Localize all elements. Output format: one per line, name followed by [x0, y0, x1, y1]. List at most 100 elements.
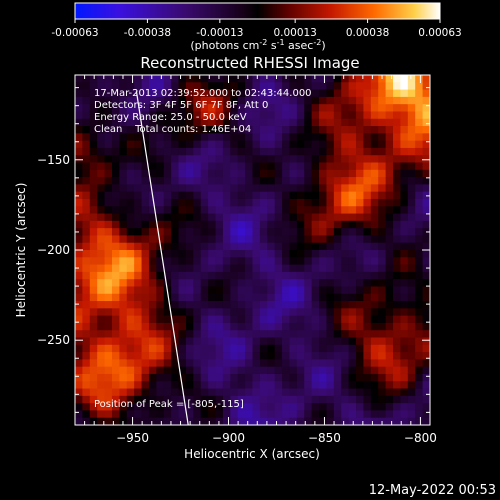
heatmap-cell: [378, 104, 387, 113]
heatmap-cell: [296, 264, 305, 273]
heatmap-cell: [252, 293, 261, 302]
heatmap-cell: [245, 403, 254, 412]
heatmap-cell: [341, 213, 350, 222]
heatmap-cell: [185, 359, 194, 368]
heatmap-cell: [356, 228, 365, 237]
heatmap-cell: [141, 177, 150, 185]
heatmap-cell: [215, 235, 224, 244]
heatmap-cell: [156, 293, 165, 302]
heatmap-cell: [222, 388, 231, 397]
heatmap-cell: [171, 111, 180, 120]
heatmap-cell: [134, 403, 143, 412]
heatmap-cell: [185, 264, 194, 273]
heatmap-cell: [193, 206, 202, 215]
heatmap-cell: [393, 410, 402, 419]
heatmap-cell: [111, 286, 120, 295]
heatmap-cell: [311, 177, 320, 185]
heatmap-cell: [348, 235, 357, 244]
heatmap-cell: [237, 322, 246, 331]
heatmap-cell: [185, 96, 194, 105]
heatmap-cell: [311, 271, 320, 280]
heatmap-cell: [148, 228, 157, 237]
heatmap-cell: [208, 403, 217, 412]
heatmap-cell: [378, 140, 387, 149]
heatmap-cell: [259, 388, 268, 397]
heatmap-cell: [75, 75, 83, 83]
heatmap-cell: [415, 388, 424, 397]
heatmap-cell: [111, 228, 120, 237]
heatmap-cell: [289, 337, 298, 346]
heatmap-cell: [237, 177, 246, 185]
heatmap-cell: [119, 198, 128, 207]
heatmap-cell: [304, 301, 313, 309]
heatmap-cell: [348, 344, 357, 353]
heatmap-cell: [370, 155, 379, 164]
heatmap-cell: [422, 140, 430, 149]
heatmap-cell: [319, 96, 328, 105]
heatmap-cell: [215, 330, 224, 339]
heatmap-cell: [341, 308, 350, 317]
heatmap-cell: [230, 417, 239, 425]
heatmap-cell: [193, 286, 202, 295]
heatmap-cell: [341, 286, 350, 295]
heatmap-cell: [141, 344, 150, 353]
heatmap-cell: [148, 82, 157, 91]
heatmap-cell: [245, 366, 254, 375]
heatmap-cell: [415, 220, 424, 229]
heatmap-cell: [385, 410, 394, 419]
heatmap-cell: [400, 220, 409, 229]
heatmap-cell: [75, 286, 83, 295]
heatmap-cell: [104, 235, 113, 244]
heatmap-cell: [193, 75, 202, 83]
heatmap-cell: [89, 264, 98, 273]
heatmap-cell: [163, 410, 172, 419]
heatmap-cell: [407, 118, 416, 127]
heatmap-cell: [333, 286, 342, 295]
heatmap-cell: [222, 198, 231, 207]
heatmap-cell: [393, 75, 402, 83]
heatmap-cell: [141, 403, 150, 412]
heatmap-cell: [119, 191, 128, 200]
heatmap-cell: [89, 118, 98, 127]
heatmap-cell: [141, 381, 150, 390]
heatmap-cell: [104, 352, 113, 360]
heatmap-cell: [178, 242, 187, 251]
heatmap-cell: [289, 140, 298, 149]
heatmap-cell: [97, 352, 106, 360]
heatmap-cell: [208, 133, 217, 142]
heatmap-cell: [393, 330, 402, 339]
heatmap-cell: [237, 308, 246, 317]
heatmap-cell: [193, 220, 202, 229]
heatmap-cell: [104, 191, 113, 200]
heatmap-cell: [89, 315, 98, 324]
heatmap-cell: [400, 89, 409, 98]
heatmap-cell: [119, 133, 128, 142]
heatmap-cell: [341, 140, 350, 149]
heatmap-cell: [97, 359, 106, 368]
heatmap-cell: [282, 162, 291, 171]
heatmap-cell: [97, 96, 106, 105]
heatmap-cell: [267, 198, 276, 207]
heatmap-cell: [185, 403, 194, 412]
heatmap-cell: [363, 191, 372, 200]
heatmap-cell: [333, 330, 342, 339]
heatmap-cell: [378, 337, 387, 346]
heatmap-cell: [97, 250, 106, 258]
heatmap-cell: [82, 96, 91, 105]
heatmap-cell: [208, 126, 217, 134]
heatmap-cell: [237, 111, 246, 120]
heatmap-cell: [333, 271, 342, 280]
heatmap-cell: [319, 410, 328, 419]
heatmap-cell: [378, 308, 387, 317]
heatmap-cell: [319, 388, 328, 397]
heatmap-cell: [282, 111, 291, 120]
heatmap-cell: [134, 359, 143, 368]
heatmap-cell: [163, 198, 172, 207]
heatmap-cell: [141, 191, 150, 200]
heatmap-cell: [252, 410, 261, 419]
heatmap-cell: [148, 293, 157, 302]
heatmap-cell: [363, 337, 372, 346]
heatmap-cell: [245, 89, 254, 98]
heatmap-cell: [415, 228, 424, 237]
heatmap-cell: [163, 213, 172, 222]
